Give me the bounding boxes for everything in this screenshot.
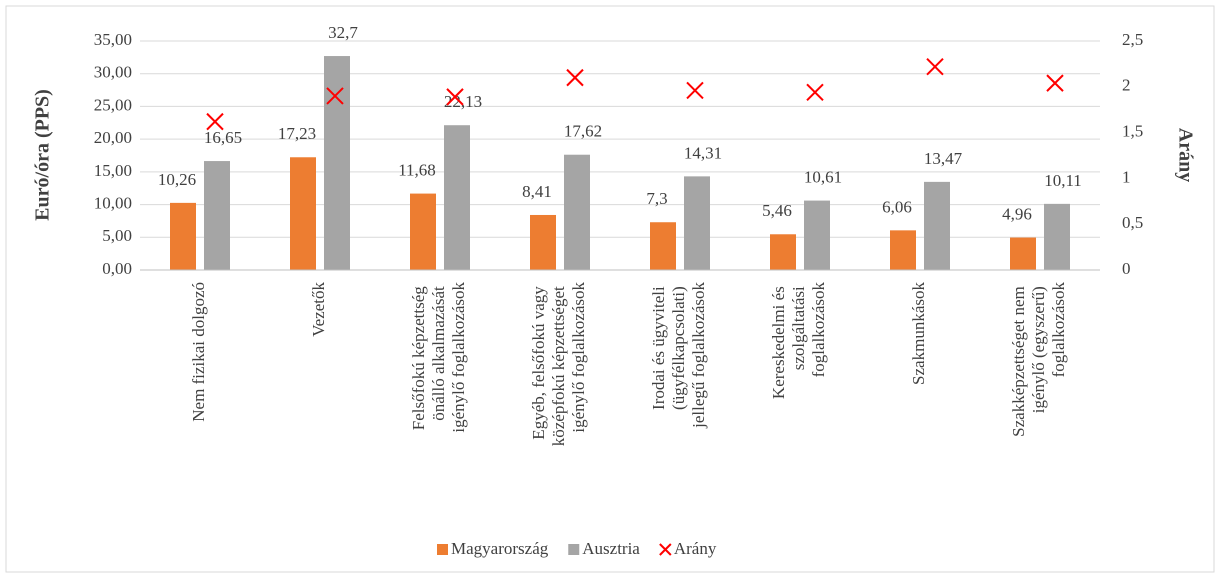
y2-tick-label: 1,5 [1122, 122, 1143, 141]
x-tick-line: Irodai és ügyviteli [649, 282, 668, 410]
x-tick-line: foglalkozások [1049, 282, 1068, 378]
data-label: 11,68 [398, 160, 436, 179]
bar [684, 176, 710, 270]
marker [926, 57, 944, 76]
y-tick-label: 15,00 [94, 161, 132, 180]
x-tick-label: Nem fizikai dolgozó [189, 282, 208, 422]
y-tick-label: 5,00 [102, 226, 132, 245]
x-tick-line: (ügyfélkapcsolati) [669, 282, 688, 410]
bar [1010, 237, 1036, 270]
x-tick-label: Felsőfokú képzettség önálló alkalmazását… [409, 282, 468, 433]
y-tick-label: 20,00 [94, 128, 132, 147]
marker [206, 112, 224, 131]
data-label: 4,96 [1002, 204, 1032, 223]
x-tick-line: Felsőfokú képzettség [409, 282, 428, 430]
bar [890, 230, 916, 270]
x-tick-label: Kereskedelmi és szolgáltatási foglalkozá… [769, 282, 828, 400]
data-label: 14,31 [684, 143, 722, 162]
marker [326, 87, 344, 105]
y-tick-label: 25,00 [94, 95, 132, 114]
marker [686, 81, 704, 100]
data-label: 10,11 [1044, 171, 1082, 190]
x-tick-line: Egyéb, felsőfokú vagy [529, 282, 548, 440]
data-label: 7,3 [646, 189, 667, 208]
x-tick-line: foglalkozások [809, 282, 828, 378]
bar [650, 222, 676, 270]
x-tick-line: igénylő foglalkozások [449, 282, 468, 433]
x-tick-line: igénylő (egyszerű) [1029, 282, 1048, 413]
bar [1044, 203, 1070, 270]
y-axis-title: Euró/óra (PPS) [32, 89, 54, 221]
bar [564, 154, 590, 270]
x-tick-line: Szakképzettséget nem [1009, 282, 1028, 437]
data-label: 13,47 [924, 149, 963, 168]
y-tick-label: 30,00 [94, 63, 132, 82]
data-label: 17,23 [278, 124, 316, 143]
bar [530, 214, 556, 270]
x-tick-line: Vezetők [309, 282, 328, 337]
chart-border [5, 5, 1215, 573]
x-tick-label: Egyéb, felsőfokú vagy középfokú képzetts… [529, 282, 588, 447]
data-label: 17,62 [564, 122, 602, 141]
x-tick-line: Szakmunkások [909, 282, 928, 385]
y2-tick-label: 1 [1122, 167, 1131, 186]
marker [1046, 74, 1064, 92]
data-label: 32,7 [328, 23, 358, 42]
bar [324, 56, 350, 271]
marker [446, 88, 464, 106]
data-label: 6,06 [882, 197, 912, 216]
x-tick-label: Vezetők [309, 282, 328, 337]
y-tick-label: 10,00 [94, 193, 132, 212]
data-label: 10,61 [804, 167, 842, 186]
x-tick-line: középfokú képzettséget [549, 282, 568, 446]
bar [444, 125, 470, 270]
x-tick-line: Nem fizikai dolgozó [189, 282, 208, 422]
data-label: 8,41 [522, 182, 552, 201]
x-tick-label: Szakképzettséget nem igénylő (egyszerű) … [1009, 282, 1068, 437]
x-tick-line: szolgáltatási [789, 282, 808, 370]
bar [410, 193, 436, 270]
bar [924, 181, 950, 270]
y-tick-label: 0,00 [102, 259, 132, 278]
legend-swatch [659, 543, 672, 556]
y2-axis-title: Arány [1174, 128, 1196, 182]
legend-label: Ausztria [582, 539, 640, 558]
y2-tick-label: 0,5 [1122, 213, 1143, 232]
bar [290, 157, 316, 270]
bar [170, 202, 196, 270]
bar [804, 200, 830, 270]
y2-tick-label: 2 [1122, 76, 1131, 95]
x-tick-line: önálló alkalmazását [429, 282, 448, 421]
data-label: 16,65 [204, 128, 242, 147]
x-tick-line: jellegű foglalkozások [689, 282, 708, 429]
bar [204, 161, 230, 270]
y2-tick-label: 2,5 [1122, 30, 1143, 49]
data-label: 22,13 [444, 92, 482, 111]
marker [806, 83, 824, 102]
x-tick-line: igénylő foglalkozások [569, 282, 588, 433]
y2-tick-label: 0 [1122, 259, 1131, 278]
x-tick-label: Szakmunkások [909, 282, 928, 385]
legend-label: Magyarország [451, 539, 549, 558]
y-tick-label: 35,00 [94, 30, 132, 49]
bar [770, 234, 796, 270]
x-tick-label: Irodai és ügyviteli (ügyfélkapcsolati) j… [649, 282, 708, 429]
legend-label: Arány [674, 539, 717, 558]
legend-swatch [437, 544, 448, 555]
legend-swatch [568, 544, 580, 555]
marker [566, 68, 584, 87]
x-tick-line: Kereskedelmi és [769, 282, 788, 399]
data-label: 5,46 [762, 201, 792, 220]
data-label: 10,26 [158, 170, 196, 189]
